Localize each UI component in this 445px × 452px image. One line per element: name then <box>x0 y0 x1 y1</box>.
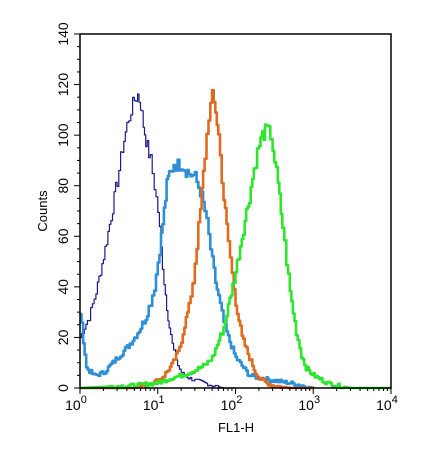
series-1-line <box>80 93 236 389</box>
y-tick-label: 100 <box>55 123 71 147</box>
x-tick-label: 100 <box>65 394 87 413</box>
y-tick-label: 120 <box>55 73 71 97</box>
y-axis-title: Counts <box>35 190 50 232</box>
plot-series <box>80 88 391 390</box>
x-tick-label: 104 <box>376 394 398 413</box>
x-axis-ticks: 100 101 102 103 104 <box>65 388 398 413</box>
x-tick-label: 102 <box>221 394 243 413</box>
y-tick-label: 20 <box>55 329 71 345</box>
series-3-line <box>80 88 314 390</box>
x-tick-label: 103 <box>298 394 320 413</box>
y-tick-label: 0 <box>55 384 71 392</box>
x-tick-label: 101 <box>143 394 165 413</box>
plot-frame <box>79 33 392 389</box>
series-2-line <box>80 158 315 390</box>
x-axis-title: FL1-H <box>218 420 254 435</box>
y-tick-label: 40 <box>55 279 71 295</box>
y-axis-ticks: 0 20 40 60 80 100 120 140 <box>55 22 80 392</box>
series-4-line <box>80 123 391 390</box>
y-tick-label: 60 <box>55 228 71 244</box>
y-tick-label: 80 <box>55 178 71 194</box>
y-tick-label: 140 <box>55 22 71 46</box>
